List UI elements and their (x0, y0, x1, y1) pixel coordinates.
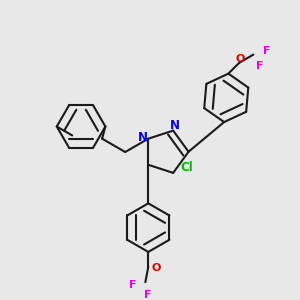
Text: O: O (236, 54, 245, 64)
Text: N: N (170, 119, 180, 132)
Text: Cl: Cl (180, 161, 193, 174)
Text: N: N (137, 131, 147, 144)
Text: F: F (256, 61, 264, 71)
Text: F: F (144, 290, 152, 300)
Text: F: F (263, 46, 271, 56)
Text: F: F (129, 280, 136, 290)
Text: O: O (151, 263, 160, 273)
